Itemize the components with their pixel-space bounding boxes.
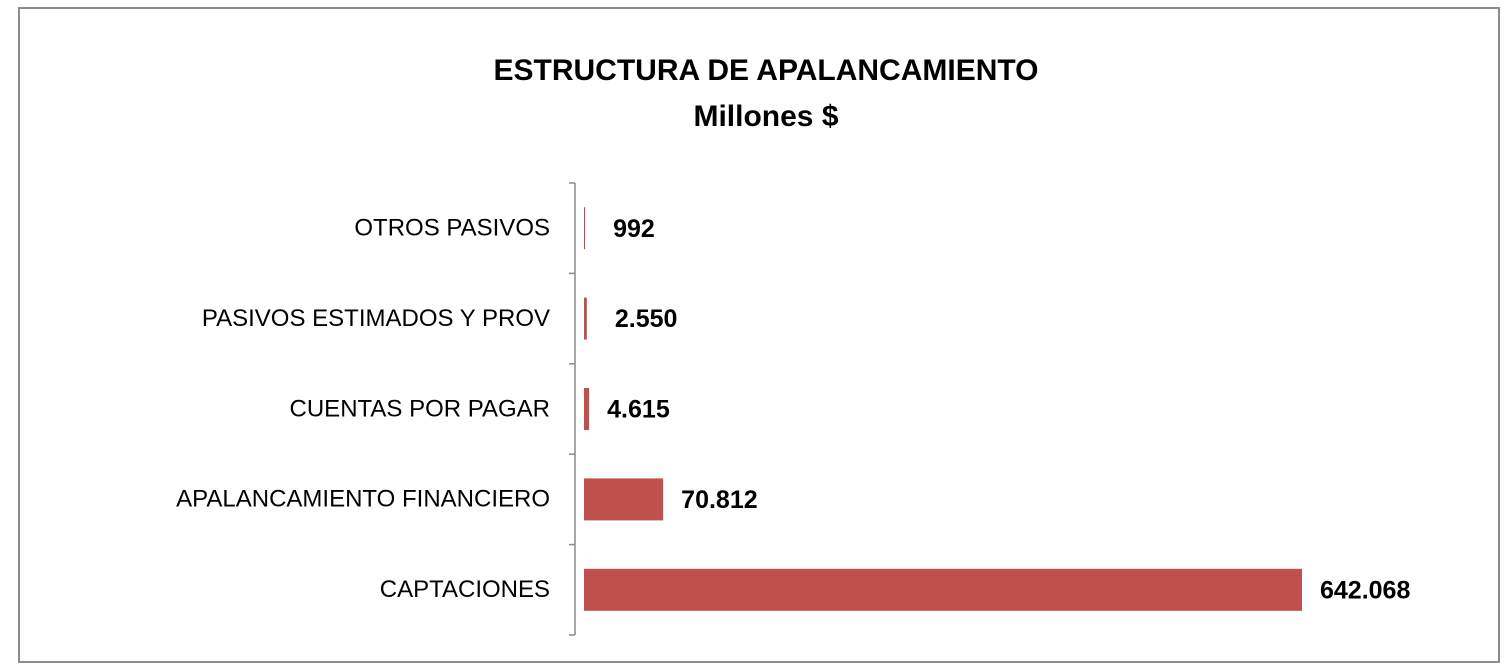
bar — [584, 478, 664, 521]
bar — [584, 207, 586, 250]
category-label: PASIVOS ESTIMADOS Y PROV — [202, 305, 550, 332]
category-label: CAPTACIONES — [380, 576, 550, 603]
bar — [584, 297, 587, 340]
chart-frame — [18, 7, 1500, 663]
value-label: 4.615 — [607, 396, 670, 424]
bar — [584, 388, 590, 430]
chart-subtitle: Millones $ — [693, 100, 838, 133]
value-label: 642.068 — [1320, 576, 1410, 604]
category-label: APALANCAMIENTO FINANCIERO — [176, 486, 550, 513]
value-label: 2.550 — [615, 305, 678, 333]
value-label: 70.812 — [681, 486, 757, 514]
bar — [584, 568, 1302, 611]
category-label: OTROS PASIVOS — [354, 215, 550, 242]
category-label: CUENTAS POR PAGAR — [290, 395, 550, 422]
value-label: 992 — [613, 215, 655, 243]
chart-title: ESTRUCTURA DE APALANCAMIENTO — [494, 54, 1039, 87]
